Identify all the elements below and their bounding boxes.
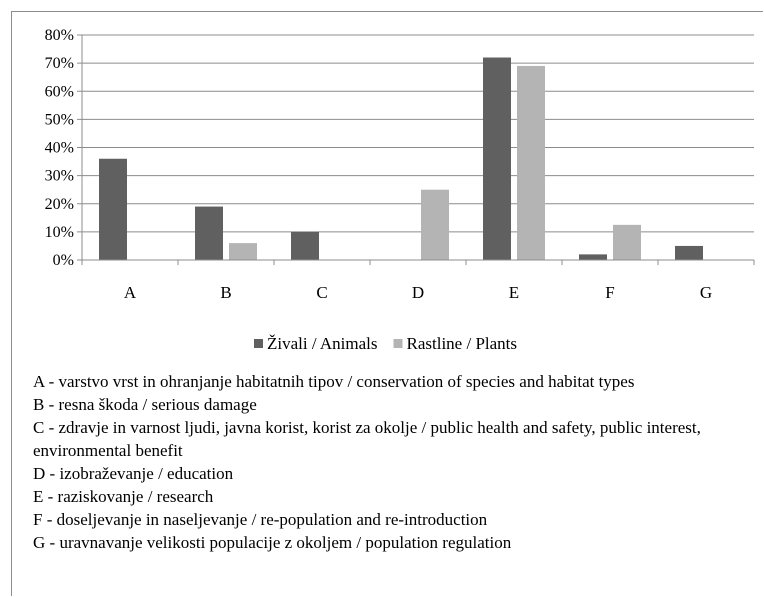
x-axis: A B C D E F G bbox=[81, 259, 755, 302]
x-tick-label: C bbox=[316, 283, 327, 302]
x-tick-label: B bbox=[220, 283, 231, 302]
bar bbox=[229, 243, 257, 260]
bars bbox=[99, 57, 703, 260]
note-e: E - raziskovanje / research bbox=[33, 487, 214, 506]
bar bbox=[613, 224, 641, 260]
bar bbox=[579, 254, 607, 260]
note-d: D - izobraževanje / education bbox=[33, 464, 234, 483]
note-b: B - resna škoda / serious damage bbox=[33, 395, 257, 414]
y-tick-label: 10% bbox=[45, 224, 74, 241]
note-c: C - zdravje in varnost ljudi, javna kori… bbox=[33, 418, 701, 460]
note-a: A - varstvo vrst in ohranjanje habitatni… bbox=[33, 372, 635, 391]
bar-chart: 0% 10% 20% 30% 40% 50% 60% 70% 80% A B C D E F G Žival… bbox=[45, 27, 755, 353]
y-tick-label: 30% bbox=[45, 168, 74, 185]
x-tick-label: E bbox=[509, 283, 519, 302]
bar bbox=[99, 158, 127, 260]
legend-label: Živali / Animals bbox=[267, 334, 378, 353]
bar bbox=[517, 65, 545, 260]
bar bbox=[483, 57, 511, 260]
x-tick-label: D bbox=[412, 283, 424, 302]
x-tick-label: A bbox=[124, 283, 137, 302]
note-g: G - uravnavanje velikosti populacije z o… bbox=[33, 533, 512, 552]
note-f: F - doseljevanje in naseljevanje / re-po… bbox=[33, 510, 488, 529]
bar bbox=[675, 245, 703, 260]
x-tick-label: F bbox=[605, 283, 614, 302]
y-tick-label: 40% bbox=[45, 140, 74, 157]
bar bbox=[421, 189, 449, 260]
y-tick-label: 80% bbox=[45, 27, 74, 44]
bar bbox=[291, 231, 319, 260]
legend-swatch bbox=[254, 339, 263, 348]
legend: Živali / Animals Rastline / Plants bbox=[254, 334, 517, 353]
category-notes: A - varstvo vrst in ohranjanje habitatni… bbox=[33, 370, 723, 554]
x-tick-label: G bbox=[700, 283, 712, 302]
y-tick-label: 20% bbox=[45, 196, 74, 213]
y-tick-label: 50% bbox=[45, 111, 74, 128]
y-tick-label: 0% bbox=[53, 252, 74, 269]
y-tick-label: 70% bbox=[45, 55, 74, 72]
legend-swatch bbox=[393, 339, 403, 348]
legend-label: Rastline / Plants bbox=[407, 334, 518, 353]
gridlines bbox=[82, 34, 754, 261]
y-axis: 0% 10% 20% 30% 40% 50% 60% 70% 80% bbox=[45, 27, 83, 269]
y-tick-label: 60% bbox=[45, 83, 74, 100]
figure-frame bbox=[11, 11, 763, 596]
bar bbox=[195, 206, 223, 260]
